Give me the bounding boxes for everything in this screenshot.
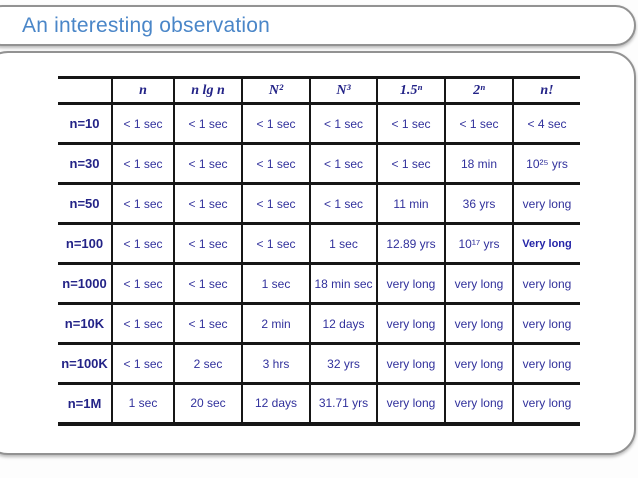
table-cell: < 1 sec [111, 302, 175, 345]
table-row: n=100K < 1 sec 2 sec 3 hrs 32 yrs very l… [58, 342, 580, 385]
table-cell: 12 days [309, 302, 378, 345]
table-cell: very long [376, 302, 446, 345]
table-cell: < 1 sec [173, 302, 243, 345]
table-cell: very long [444, 382, 514, 426]
table-cell: 31.71 yrs [309, 382, 378, 426]
table-cell: < 1 sec [173, 262, 243, 305]
table-cell: < 1 sec [111, 222, 175, 265]
table-cell: 2 min [241, 302, 311, 345]
table-cell: 20 sec [173, 382, 243, 426]
table-cell: very long [444, 342, 514, 385]
column-header-1.5n: 1.5ⁿ [376, 76, 446, 105]
table-cell: < 1 sec [376, 102, 446, 145]
table-cell: 1 sec [309, 222, 378, 265]
table-cell: 36 yrs [444, 182, 514, 225]
header-row: n n lg n N² N³ 1.5ⁿ 2ⁿ n! [58, 76, 580, 105]
table-cell: < 1 sec [173, 102, 243, 145]
table-cell: 12 days [241, 382, 311, 426]
row-header: n=50 [58, 182, 113, 225]
table-row: n=1000 < 1 sec < 1 sec 1 sec 18 min sec … [58, 262, 580, 305]
table-cell: < 1 sec [111, 102, 175, 145]
table-row: n=30 < 1 sec < 1 sec < 1 sec < 1 sec < 1… [58, 142, 580, 185]
table-cell: very long [444, 262, 514, 305]
table-cell: very long [512, 342, 580, 385]
table-row: n=100 < 1 sec < 1 sec < 1 sec 1 sec 12.8… [58, 222, 580, 265]
table-cell: 11 min [376, 182, 446, 225]
table-cell: very long [444, 302, 514, 345]
table-cell: 1 sec [241, 262, 311, 305]
table-cell: very long [376, 262, 446, 305]
table-cell: < 1 sec [241, 222, 311, 265]
table-cell: < 1 sec [111, 262, 175, 305]
column-header-nlgn: n lg n [173, 76, 243, 105]
table-cell: < 4 sec [512, 102, 580, 145]
table-cell: < 1 sec [444, 102, 514, 145]
table-row: n=10 < 1 sec < 1 sec < 1 sec < 1 sec < 1… [58, 102, 580, 145]
table-row: n=50 < 1 sec < 1 sec < 1 sec < 1 sec 11 … [58, 182, 580, 225]
table-cell: < 1 sec [309, 102, 378, 145]
row-header: n=100 [58, 222, 113, 265]
slide-title: An interesting observation [22, 13, 271, 37]
column-header-n: n [111, 76, 175, 105]
title-box: An interesting observation [0, 5, 636, 46]
table-cell: 18 min [444, 142, 514, 185]
table-cell: < 1 sec [309, 182, 378, 225]
table-cell: 10²⁵ yrs [512, 142, 580, 185]
table-cell: < 1 sec [309, 142, 378, 185]
table-cell: < 1 sec [376, 142, 446, 185]
table-cell: very long [512, 382, 580, 426]
table-cell: 3 hrs [241, 342, 311, 385]
row-header: n=1000 [58, 262, 113, 305]
column-header-n2: N² [241, 76, 311, 105]
row-header: n=1M [58, 382, 113, 426]
table-cell: very long [376, 382, 446, 426]
table-cell: < 1 sec [173, 142, 243, 185]
table-cell-very-long: Very long [512, 222, 580, 265]
table-cell: 10¹⁷ yrs [444, 222, 514, 265]
table-cell: < 1 sec [173, 222, 243, 265]
table-cell: very long [512, 302, 580, 345]
column-header-nfact: n! [512, 76, 580, 105]
table-cell: very long [376, 342, 446, 385]
table-cell: < 1 sec [173, 182, 243, 225]
complexity-table: n n lg n N² N³ 1.5ⁿ 2ⁿ n! n=10 < 1 sec <… [58, 76, 580, 426]
column-header-2n: 2ⁿ [444, 76, 514, 105]
table-cell: < 1 sec [111, 342, 175, 385]
table-cell: 1 sec [111, 382, 175, 426]
table-cell: < 1 sec [241, 142, 311, 185]
row-header: n=30 [58, 142, 113, 185]
table-cell: < 1 sec [241, 182, 311, 225]
row-header: n=10 [58, 102, 113, 145]
row-header: n=100K [58, 342, 113, 385]
table-cell: 32 yrs [309, 342, 378, 385]
table-cell: 18 min sec [309, 262, 378, 305]
table-row: n=1M 1 sec 20 sec 12 days 31.71 yrs very… [58, 382, 580, 426]
table-cell: < 1 sec [241, 102, 311, 145]
table-cell: < 1 sec [111, 142, 175, 185]
table-cell: 12.89 yrs [376, 222, 446, 265]
column-header-n3: N³ [309, 76, 378, 105]
table-cell: very long [512, 182, 580, 225]
table-row: n=10K < 1 sec < 1 sec 2 min 12 days very… [58, 302, 580, 345]
table-cell: < 1 sec [111, 182, 175, 225]
column-header-empty [58, 76, 113, 105]
table-wrap: n n lg n N² N³ 1.5ⁿ 2ⁿ n! n=10 < 1 sec <… [58, 76, 580, 426]
table-cell: very long [512, 262, 580, 305]
row-header: n=10K [58, 302, 113, 345]
table-cell: 2 sec [173, 342, 243, 385]
